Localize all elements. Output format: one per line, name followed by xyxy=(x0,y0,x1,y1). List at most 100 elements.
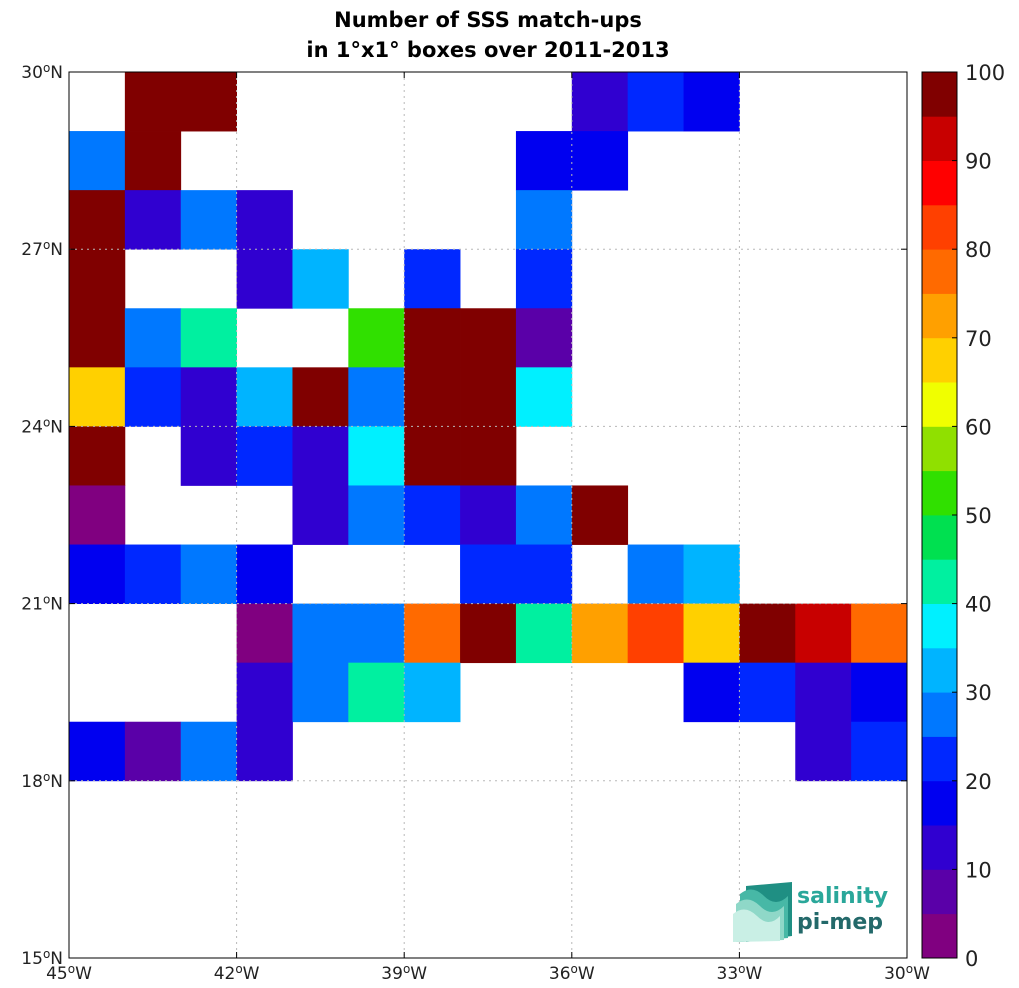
colorbar-tick-label: 60 xyxy=(965,415,992,439)
colorbar-tick-label: 20 xyxy=(965,770,992,794)
heatmap-cell xyxy=(69,485,126,545)
colorbar-segment xyxy=(922,825,957,870)
heatmap-cell xyxy=(348,662,405,723)
heatmap-cell xyxy=(124,190,182,250)
heatmap-cell xyxy=(69,426,126,486)
heatmap-cells xyxy=(69,72,908,782)
heatmap-cell xyxy=(69,367,126,427)
heatmap-cell xyxy=(627,544,684,604)
heatmap-cell xyxy=(515,603,573,664)
heatmap-cell xyxy=(683,662,740,723)
heatmap-cell xyxy=(180,721,237,782)
heatmap-cell xyxy=(236,662,293,723)
heatmap-cell xyxy=(404,426,461,486)
x-tick-label: 33oW xyxy=(717,962,763,984)
heatmap-cell xyxy=(404,308,461,368)
grid-lines xyxy=(69,72,907,958)
heatmap-cell xyxy=(348,367,405,427)
logo-text-salinity: salinity xyxy=(797,884,888,909)
x-tick-label: 42oW xyxy=(214,962,260,984)
colorbar-segment xyxy=(922,780,957,826)
heatmap-cell xyxy=(404,485,461,545)
y-tick-label: 27oN xyxy=(21,238,63,260)
heatmap-cell xyxy=(739,603,796,664)
heatmap-cell xyxy=(236,190,293,250)
y-tick-label: 21oN xyxy=(21,593,63,615)
heatmap-cell xyxy=(180,367,237,427)
heatmap-cell xyxy=(292,249,349,309)
colorbar-segment xyxy=(922,249,957,294)
heatmap-cell xyxy=(348,308,405,368)
colorbar-segment xyxy=(922,470,957,516)
heatmap-cell xyxy=(124,544,182,604)
heatmap-cell xyxy=(236,721,293,782)
salinity-pi-mep-logo: salinity pi-mep xyxy=(733,882,888,942)
heatmap-cell xyxy=(795,603,852,664)
colorbar-segment xyxy=(922,559,957,604)
x-tick-label: 36oW xyxy=(549,962,595,984)
heatmap-cell xyxy=(460,544,517,604)
heatmap-cell xyxy=(571,131,629,191)
colorbar-tick-label: 0 xyxy=(965,947,978,971)
heatmap-cell xyxy=(124,308,182,368)
heatmap-cell xyxy=(69,721,126,782)
colorbar-tick-label: 10 xyxy=(965,858,992,882)
heatmap-cell xyxy=(348,426,405,486)
y-tick-label: 18oN xyxy=(21,770,63,792)
colorbar: 0 10 20 30 40 50 60 70 80 90 100 xyxy=(921,61,1005,971)
heatmap-cell xyxy=(404,662,461,723)
heatmap-cell xyxy=(69,190,126,250)
colorbar-tick-label: 90 xyxy=(965,150,992,174)
heatmap-cell xyxy=(739,662,796,723)
heatmap-cell xyxy=(180,544,237,604)
heatmap-cell xyxy=(124,72,182,132)
heatmap-cell xyxy=(851,721,908,782)
colorbar-tick-label: 50 xyxy=(965,504,992,528)
heatmap-cell xyxy=(236,367,293,427)
heatmap-cell xyxy=(69,131,126,191)
heatmap-cell xyxy=(404,249,461,309)
heatmap-cell xyxy=(180,72,237,132)
heatmap-cell xyxy=(124,367,182,427)
heatmap-cell xyxy=(683,72,740,132)
colorbar-segment xyxy=(922,913,957,959)
heatmap-cell xyxy=(627,72,684,132)
heatmap-cell xyxy=(571,485,629,545)
heatmap-cell xyxy=(236,603,293,664)
y-tick-label: 24oN xyxy=(21,415,63,437)
heatmap-cell xyxy=(571,603,629,664)
heatmap-cell xyxy=(460,426,517,486)
heatmap-cell xyxy=(515,367,573,427)
heatmap-cell xyxy=(460,367,517,427)
heatmap-cell xyxy=(404,603,461,664)
heatmap-cell xyxy=(460,308,517,368)
colorbar-tick-label: 80 xyxy=(965,238,992,262)
heatmap-cell xyxy=(180,426,237,486)
x-tick-label: 39oW xyxy=(381,962,427,984)
heatmap-cell xyxy=(236,426,293,486)
heatmap-cell xyxy=(236,544,293,604)
heatmap-cell xyxy=(683,603,740,664)
heatmap-cell xyxy=(515,485,573,545)
y-tick-label: 30oN xyxy=(21,61,63,83)
colorbar-segment xyxy=(922,382,957,427)
colorbar-segment xyxy=(922,337,957,383)
colorbar-tick-label: 30 xyxy=(965,681,992,705)
colorbar-segment xyxy=(922,692,957,737)
colorbar-segment xyxy=(922,515,957,560)
heatmap-cell xyxy=(180,308,237,368)
colorbar-segment xyxy=(922,116,957,161)
heatmap-cell xyxy=(460,485,517,545)
x-tick-label: 45oW xyxy=(46,962,92,984)
heatmap-cell xyxy=(571,72,629,132)
heatmap-cell xyxy=(292,485,349,545)
colorbar-segment xyxy=(922,736,957,782)
colorbar-segment xyxy=(922,204,957,250)
heatmap-cell xyxy=(851,662,908,723)
heatmap-cell xyxy=(795,721,852,782)
heatmap-cell xyxy=(348,603,405,664)
logo-text-pi-mep: pi-mep xyxy=(797,910,883,935)
heatmap-cell xyxy=(292,603,349,664)
heatmap-cell xyxy=(795,662,852,723)
